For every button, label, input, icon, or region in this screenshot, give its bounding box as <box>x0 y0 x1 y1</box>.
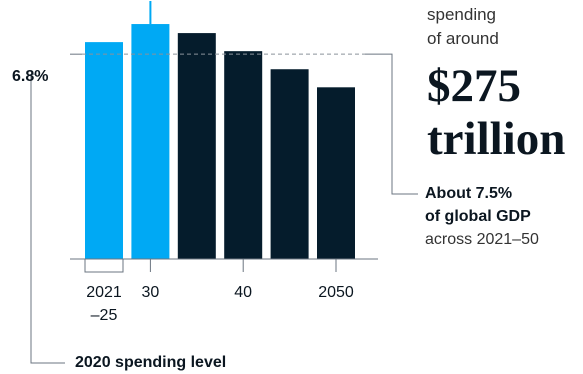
reference-label: 6.8% <box>12 68 49 85</box>
tick-sublabel-2021: –25 <box>90 307 118 324</box>
tick-label-40: 40 <box>234 284 253 301</box>
tick-bracket-2021-25 <box>84 259 124 273</box>
bar-3 <box>177 33 216 260</box>
bar-1 <box>85 42 123 260</box>
bar-2 <box>131 24 170 259</box>
bar-4 <box>224 51 263 259</box>
tick-label-30: 30 <box>141 284 160 301</box>
intro-line-1: spending <box>427 5 497 24</box>
tick-label-2021: 2021 <box>86 284 122 301</box>
baseline-label: 2020 spending level <box>75 354 227 371</box>
amount-unit: trillion <box>427 113 566 165</box>
gdp-line-3: across 2021–50 <box>425 231 539 248</box>
bar-6 <box>317 87 355 260</box>
amount-value: $275 <box>427 60 521 112</box>
bar-5 <box>270 69 309 259</box>
intro-line-2: of around <box>427 29 499 48</box>
tick-label-2050: 2050 <box>318 284 354 301</box>
gdp-line-2: of global GDP <box>425 208 531 225</box>
gdp-line-1: About 7.5% <box>425 185 513 202</box>
baseline-connector <box>30 74 65 364</box>
gdp-connector <box>365 53 418 195</box>
